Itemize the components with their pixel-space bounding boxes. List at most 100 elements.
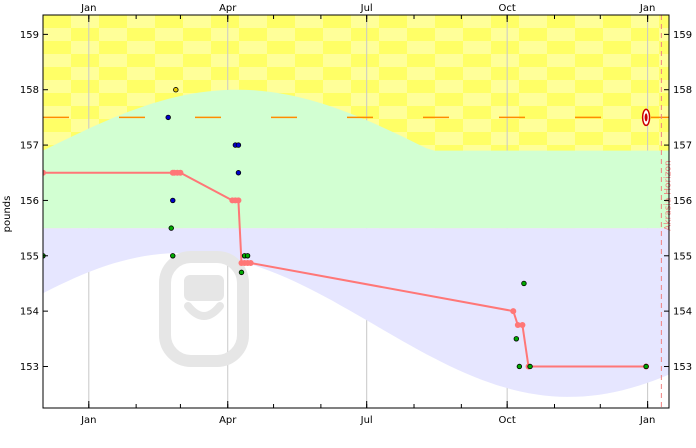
y-tick-label-left: 156 <box>20 196 39 207</box>
goal-zone-cell <box>183 54 212 68</box>
goal-zone-cell <box>379 106 408 120</box>
green-band <box>43 89 669 229</box>
goal-zone-cell <box>519 93 548 107</box>
blue-band <box>43 228 669 397</box>
goal-zone-cell <box>267 80 296 94</box>
goal-zone-cell <box>575 67 604 81</box>
goal-zone-cell <box>183 15 212 29</box>
goal-zone-cell <box>379 15 408 29</box>
goal-zone-cell <box>127 67 156 81</box>
goal-zone-cell <box>99 80 128 94</box>
goal-zone-cell <box>211 28 240 42</box>
goal-zone-cell <box>659 132 669 146</box>
x-tick-label-bottom: Jul <box>360 415 373 426</box>
goal-zone-cell <box>379 80 408 94</box>
goal-zone-cell <box>575 80 604 94</box>
goal-zone-cell <box>267 28 296 42</box>
goal-zone-cell <box>603 119 632 133</box>
goal-zone-cell <box>323 28 352 42</box>
goal-zone-cell <box>71 67 100 81</box>
watermark-logo <box>159 251 249 367</box>
goal-zone-cell <box>295 28 324 42</box>
confidence-bands <box>43 89 669 397</box>
goal-zone-cell <box>491 132 520 146</box>
x-tick-label-bottom: Jan <box>639 415 655 426</box>
goal-zone-cell <box>547 41 576 55</box>
goal-zone-cell <box>407 119 436 133</box>
x-tick-label-top: Jul <box>360 3 373 14</box>
goal-zone-cell <box>575 28 604 42</box>
goal-zone-cell <box>71 41 100 55</box>
goal-zone-cell <box>379 41 408 55</box>
goal-zone-cell <box>547 119 576 133</box>
goal-zone-cell <box>379 28 408 42</box>
goal-zone-cell <box>491 119 520 133</box>
goal-zone-cell <box>463 119 492 133</box>
goal-zone-cell <box>659 119 669 133</box>
goal-zone-cell <box>435 54 464 68</box>
axes <box>42 14 670 409</box>
goal-zone-cell <box>239 41 268 55</box>
goal-zone-cell <box>99 93 128 107</box>
goal-zone-cell <box>435 119 464 133</box>
y-tick-label-right: 153 <box>673 362 692 373</box>
goal-zone-cell <box>323 15 352 29</box>
goal-zone-cell <box>575 132 604 146</box>
goal-zone-cell <box>155 67 184 81</box>
goal-zone-cell <box>127 80 156 94</box>
goal-zone-cell <box>435 15 464 29</box>
goal-zone-cell <box>155 41 184 55</box>
goal-zone-cell <box>463 15 492 29</box>
goal-zone-cell <box>659 41 669 55</box>
goal-zone-cell <box>659 54 669 68</box>
line-point <box>177 169 184 176</box>
goal-zone-cell <box>435 93 464 107</box>
data-point <box>170 253 176 259</box>
goal-zone-cell <box>491 54 520 68</box>
goal-zone-cell <box>519 28 548 42</box>
goal-zone-cell <box>295 15 324 29</box>
goal-zone-cell <box>239 15 268 29</box>
goal-zone-cell <box>323 93 352 107</box>
y-tick-label-left: 155 <box>20 251 39 262</box>
goal-zone-cell <box>519 106 548 120</box>
goal-zone-cell <box>183 67 212 81</box>
goal-zone-cell <box>239 28 268 42</box>
line-point <box>519 321 526 328</box>
goal-zone-cell <box>491 106 520 120</box>
horizon-label: Akrasia Horizon <box>663 160 673 231</box>
y-tick-label-right: 156 <box>673 196 692 207</box>
goal-zone-cell <box>603 106 632 120</box>
data-point <box>513 336 520 342</box>
goal-zone-cell <box>71 54 100 68</box>
goal-zone-cell <box>211 41 240 55</box>
goal-zone-cell <box>519 41 548 55</box>
goal-zone-cell <box>239 67 268 81</box>
goal-zone-cell <box>603 80 632 94</box>
goal-zone-cell <box>631 132 660 146</box>
goal-zone-cell <box>323 80 352 94</box>
goal-zone-cell <box>71 15 100 29</box>
goal-zone-cell <box>603 15 632 29</box>
x-tick-label-bottom: Jan <box>80 415 96 426</box>
goal-zone-cell <box>295 54 324 68</box>
goal-zone-cell <box>435 80 464 94</box>
goal-zone-cell <box>519 15 548 29</box>
axis-ticks: Jan Jan Apr Apr Jul Jul Oct Oct Jan Jan 153 153 154 1… <box>20 3 692 426</box>
x-tick-label-top: Jan <box>639 3 655 14</box>
y-tick-label-right: 158 <box>673 85 692 96</box>
goal-zone-cell <box>43 15 72 29</box>
goal-zone-cell <box>323 67 352 81</box>
goal-zone-cell <box>463 80 492 94</box>
y-tick-label-left: 158 <box>20 85 39 96</box>
goal-zone-cell <box>463 93 492 107</box>
goal-zone-cell <box>43 28 72 42</box>
goal-zone-cell <box>127 15 156 29</box>
goal-zone-cell <box>295 80 324 94</box>
goal-zone-cell <box>351 80 380 94</box>
y-tick-label-right: 157 <box>673 141 692 152</box>
goal-zone-cell <box>351 93 380 107</box>
goal-zone-cell <box>435 132 464 146</box>
goal-zone-cell <box>547 28 576 42</box>
goal-zone-cell <box>351 54 380 68</box>
